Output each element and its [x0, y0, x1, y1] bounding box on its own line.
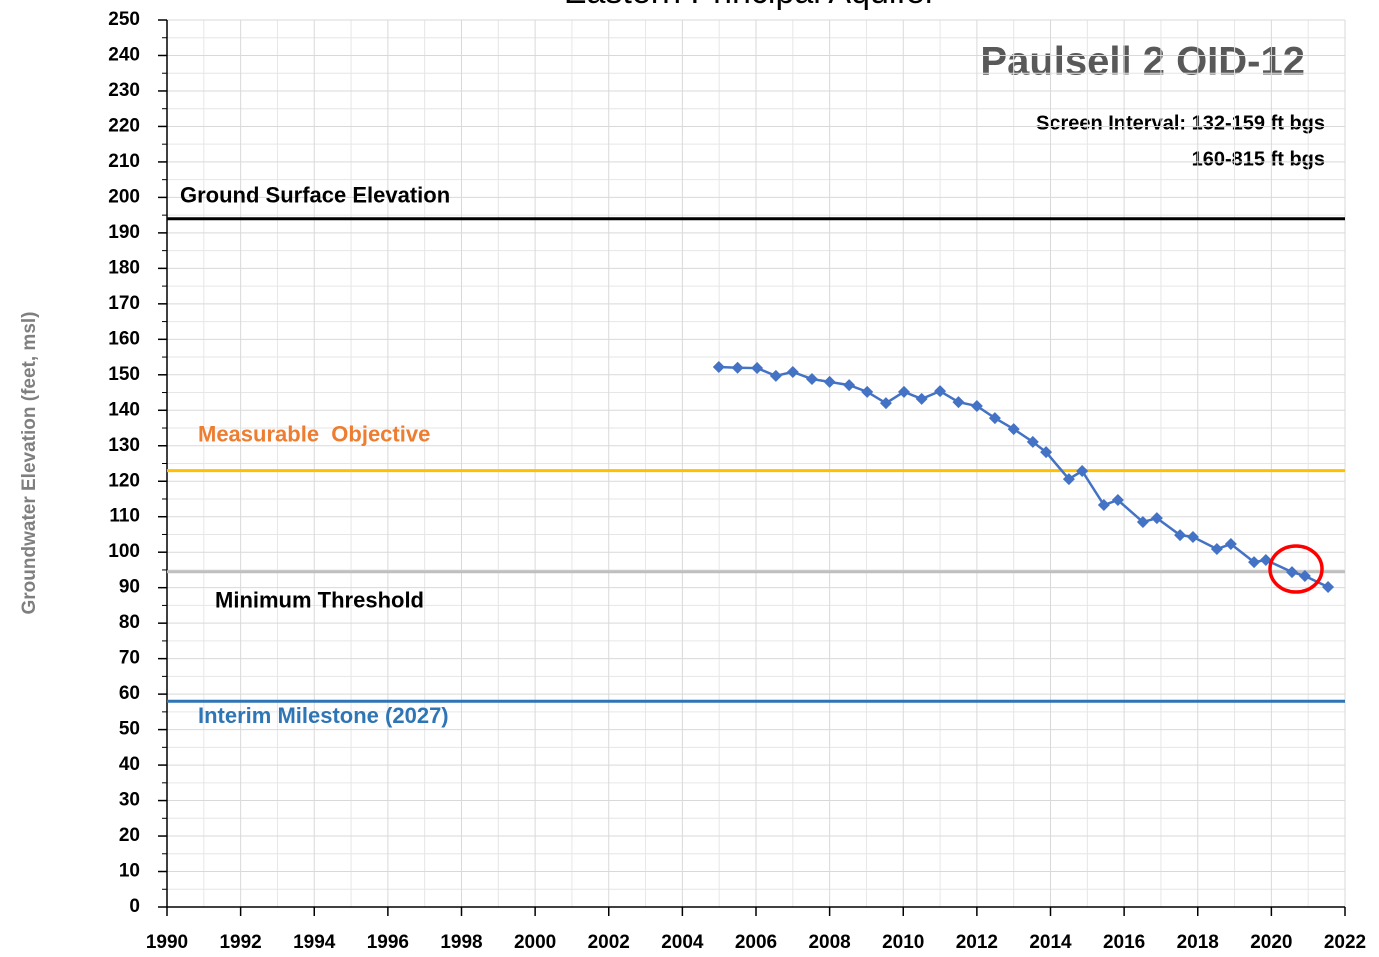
data-point [879, 397, 892, 410]
data-point [1248, 556, 1261, 569]
y-tick-label: 210 [108, 151, 140, 172]
y-tick-label: 90 [119, 577, 140, 598]
data-point [843, 379, 856, 392]
x-tick-label: 2010 [882, 932, 924, 953]
y-tick-label: 250 [108, 9, 140, 30]
data-point [1298, 569, 1311, 582]
x-tick-label: 2020 [1250, 932, 1292, 953]
data-point [1062, 473, 1075, 486]
reference-label: Minimum Threshold [215, 588, 424, 613]
x-tick-label: 2018 [1177, 932, 1219, 953]
y-tick-label: 150 [108, 364, 140, 385]
y-tick-label: 20 [119, 825, 140, 846]
y-tick-label: 200 [108, 186, 140, 207]
x-tick-label: 2022 [1324, 932, 1366, 953]
data-point [1285, 566, 1298, 579]
data-point [1111, 494, 1124, 507]
data-point [952, 396, 965, 409]
y-tick-label: 110 [109, 506, 140, 527]
data-point [823, 375, 836, 388]
y-tick-label: 80 [119, 612, 140, 633]
y-tick-label: 220 [108, 115, 140, 136]
data-point [934, 385, 947, 398]
x-tick-label: 2012 [956, 932, 998, 953]
y-axis-label: Groundwater Elevation (feet, msl) [19, 312, 40, 615]
data-point [897, 385, 910, 398]
y-tick-label: 130 [108, 435, 140, 456]
x-tick-label: 2006 [735, 932, 777, 953]
data-point [1007, 423, 1020, 436]
y-tick-label: 180 [108, 257, 140, 278]
data-point [915, 392, 928, 405]
data-point [769, 369, 782, 382]
reference-label: Ground Surface Elevation [180, 183, 450, 208]
y-tick-label: 140 [108, 399, 140, 420]
y-tick-label: 50 [119, 719, 140, 740]
data-point [786, 365, 799, 378]
data-point [1040, 446, 1053, 459]
data-point [1186, 530, 1199, 543]
x-tick-label: 1998 [440, 932, 482, 953]
data-point [1322, 580, 1335, 593]
y-tick-label: 160 [108, 328, 140, 349]
x-tick-label: 1994 [293, 932, 336, 953]
data-point [712, 360, 725, 373]
y-tick-label: 240 [108, 44, 140, 65]
data-point [970, 400, 983, 413]
data-point [751, 362, 764, 375]
screen-interval: 160-815 ft bgs [1192, 148, 1325, 170]
highlight-circle [1268, 544, 1324, 594]
data-point [1210, 543, 1223, 556]
x-tick-label: 2008 [808, 932, 850, 953]
well-name: Paulsell 2 OID-12 [980, 40, 1305, 84]
x-tick-label: 2004 [661, 932, 704, 953]
y-tick-label: 0 [129, 896, 140, 917]
data-point [988, 412, 1001, 425]
x-tick-label: 1996 [367, 932, 409, 953]
y-tick-label: 120 [108, 470, 140, 491]
x-tick-label: 2000 [514, 932, 556, 953]
data-point [1136, 516, 1149, 529]
data-point [861, 385, 874, 398]
data-line [718, 365, 1329, 589]
data-point [731, 361, 744, 374]
y-tick-label: 100 [108, 541, 140, 562]
x-tick-label: 1990 [146, 932, 188, 953]
x-tick-label: 1992 [219, 932, 261, 953]
data-point [1259, 554, 1272, 567]
reference-label: Interim Milestone (2027) [198, 703, 449, 728]
data-point [1026, 435, 1039, 448]
data-point [805, 373, 818, 386]
grid [162, 19, 1346, 908]
y-tick-label: 70 [119, 648, 140, 669]
y-tick-label: 10 [119, 861, 140, 882]
data-point [1097, 499, 1110, 512]
data-point [1224, 538, 1237, 551]
y-tick-label: 230 [108, 80, 140, 101]
screen-interval: Screen Interval: 132-159 ft bgs [1036, 112, 1325, 134]
y-tick-label: 30 [119, 790, 140, 811]
y-tick-label: 60 [119, 683, 140, 704]
y-tick-label: 170 [108, 293, 140, 314]
chart-title: Eastern Principal Aquifer [564, 0, 936, 11]
x-tick-label: 2002 [588, 932, 630, 953]
data-point [1174, 529, 1187, 542]
x-tick-label: 2016 [1103, 932, 1145, 953]
y-tick-label: 190 [108, 222, 140, 243]
y-tick-label: 40 [119, 754, 140, 775]
data-point [1076, 464, 1089, 477]
reference-label: Measurable Objective [198, 421, 430, 446]
x-tick-label: 2014 [1029, 932, 1072, 953]
data-point [1150, 512, 1163, 525]
